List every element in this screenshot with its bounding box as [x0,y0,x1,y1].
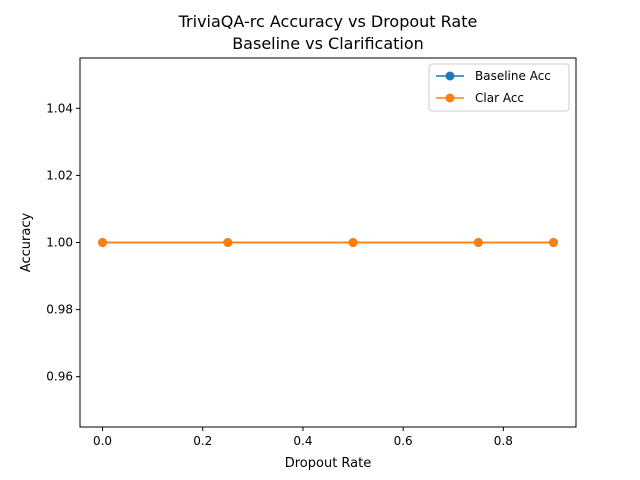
series-1-point [473,238,483,247]
series-1-point [548,238,558,247]
plot-frame [79,57,577,428]
chart-title: TriviaQA-rc Accuracy vs Dropout Rate [178,12,478,31]
y-tick-label: 1.04 [46,101,73,115]
legend: Baseline Acc Clar Acc [428,63,570,112]
series-1-point [348,238,358,247]
x-axis-label: Dropout Rate [285,456,372,471]
y-tick-label: 1.02 [46,168,73,182]
legend-label-baseline: Baseline Acc [475,69,551,83]
series-layer [98,238,558,247]
x-tick-label: 0.0 [93,434,112,448]
legend-swatch-marker-clar [445,93,455,103]
x-tick-label: 0.6 [394,434,413,448]
x-axis-ticks: 0.0 0.2 0.4 0.6 0.8 [93,427,513,448]
legend-label-clar: Clar Acc [475,91,524,105]
y-tick-label: 0.98 [46,303,73,317]
legend-swatch-marker-baseline [445,71,455,81]
x-tick-label: 0.8 [494,434,513,448]
x-tick-label: 0.4 [293,434,312,448]
chart-subtitle: Baseline vs Clarification [232,34,424,53]
y-tick-label: 1.00 [46,236,73,250]
x-tick-label: 0.2 [193,434,212,448]
y-axis-label: Accuracy [19,213,34,273]
y-tick-label: 0.96 [46,370,73,384]
y-axis-ticks: 0.96 0.98 1.00 1.02 1.04 [46,101,80,384]
series-1-point [98,238,108,247]
series-1-point [223,238,233,247]
